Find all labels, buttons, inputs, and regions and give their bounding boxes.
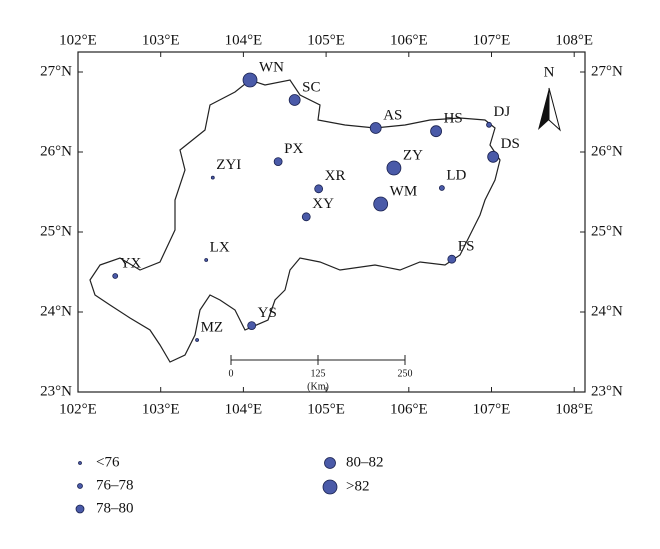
lat-tick-label: 25°N	[40, 223, 72, 239]
station	[210, 175, 215, 180]
legend-label: 78–80	[96, 500, 134, 516]
lat-tick-label: 23°N	[591, 383, 623, 399]
legend-label: 80–82	[346, 454, 384, 470]
lat-tick-label: 27°N	[591, 63, 623, 79]
lon-tick-label: 106°E	[390, 401, 428, 417]
lon-tick-label: 108°E	[555, 32, 593, 48]
station	[247, 321, 257, 331]
station-label: HS	[444, 111, 463, 127]
lon-tick-label: 103°E	[142, 401, 180, 417]
legend-label: <76	[96, 454, 120, 470]
lat-tick-label: 24°N	[591, 303, 623, 319]
station	[438, 185, 445, 191]
station-label: YS	[258, 305, 277, 321]
lat-tick-label: 26°N	[40, 143, 72, 159]
station-label: MZ	[201, 319, 224, 335]
station-label: ZYI	[216, 157, 241, 173]
station	[386, 160, 402, 176]
lon-tick-label: 105°E	[307, 32, 345, 48]
station-label: LD	[446, 167, 466, 183]
station-label: YX	[120, 255, 142, 271]
legend-symbol	[324, 457, 336, 469]
scale-unit: (Km)	[307, 381, 329, 392]
legend-symbol	[78, 461, 82, 465]
north-arrow	[538, 88, 549, 130]
station-label: ZY	[403, 147, 423, 163]
legend-symbol	[77, 483, 83, 489]
station	[195, 338, 199, 342]
station	[204, 258, 209, 262]
station-label: XR	[325, 168, 346, 184]
station-label: AS	[383, 107, 402, 123]
lon-tick-label: 107°E	[473, 32, 511, 48]
lat-tick-label: 27°N	[40, 63, 72, 79]
north-label: N	[544, 64, 555, 80]
lon-tick-label: 107°E	[473, 401, 511, 417]
station-label: DJ	[494, 104, 511, 120]
legend-symbol	[322, 479, 338, 495]
station	[447, 254, 457, 264]
lon-tick-label: 103°E	[142, 32, 180, 48]
station-label: DS	[501, 136, 520, 152]
lat-tick-label: 24°N	[40, 303, 72, 319]
station	[314, 184, 324, 194]
station	[112, 273, 119, 279]
station-label: WM	[390, 183, 418, 199]
station	[369, 122, 382, 134]
station	[430, 125, 442, 138]
lat-tick-label: 23°N	[40, 383, 72, 399]
station	[273, 157, 283, 167]
lon-tick-label: 102°E	[59, 32, 97, 48]
station-label: FS	[458, 239, 475, 255]
station-label: WN	[259, 59, 284, 75]
lon-tick-label: 105°E	[307, 401, 345, 417]
station-label: SC	[302, 79, 320, 95]
lon-tick-label: 106°E	[390, 32, 428, 48]
lon-tick-label: 104°E	[225, 401, 263, 417]
station	[242, 72, 258, 88]
station	[487, 150, 500, 163]
station	[373, 196, 389, 212]
station-label: PX	[284, 141, 303, 157]
north-arrow	[548, 87, 561, 132]
lat-tick-label: 25°N	[591, 223, 623, 239]
station	[288, 94, 301, 106]
lat-tick-label: 26°N	[591, 143, 623, 159]
scale-label: 250	[398, 368, 413, 379]
legend-label: >82	[346, 478, 369, 494]
station-label: XY	[312, 196, 334, 212]
map-frame	[77, 51, 586, 393]
lon-tick-label: 104°E	[225, 32, 263, 48]
lon-tick-label: 108°E	[555, 401, 593, 417]
legend-label: 76–78	[96, 477, 134, 493]
legend-symbol	[75, 504, 85, 514]
scale-label: 125	[311, 368, 326, 379]
lon-tick-label: 102°E	[59, 401, 97, 417]
station	[301, 212, 311, 222]
station-label: LX	[210, 239, 230, 255]
scale-label: 0	[229, 368, 234, 379]
province-boundary	[89, 79, 501, 363]
station	[486, 121, 492, 128]
